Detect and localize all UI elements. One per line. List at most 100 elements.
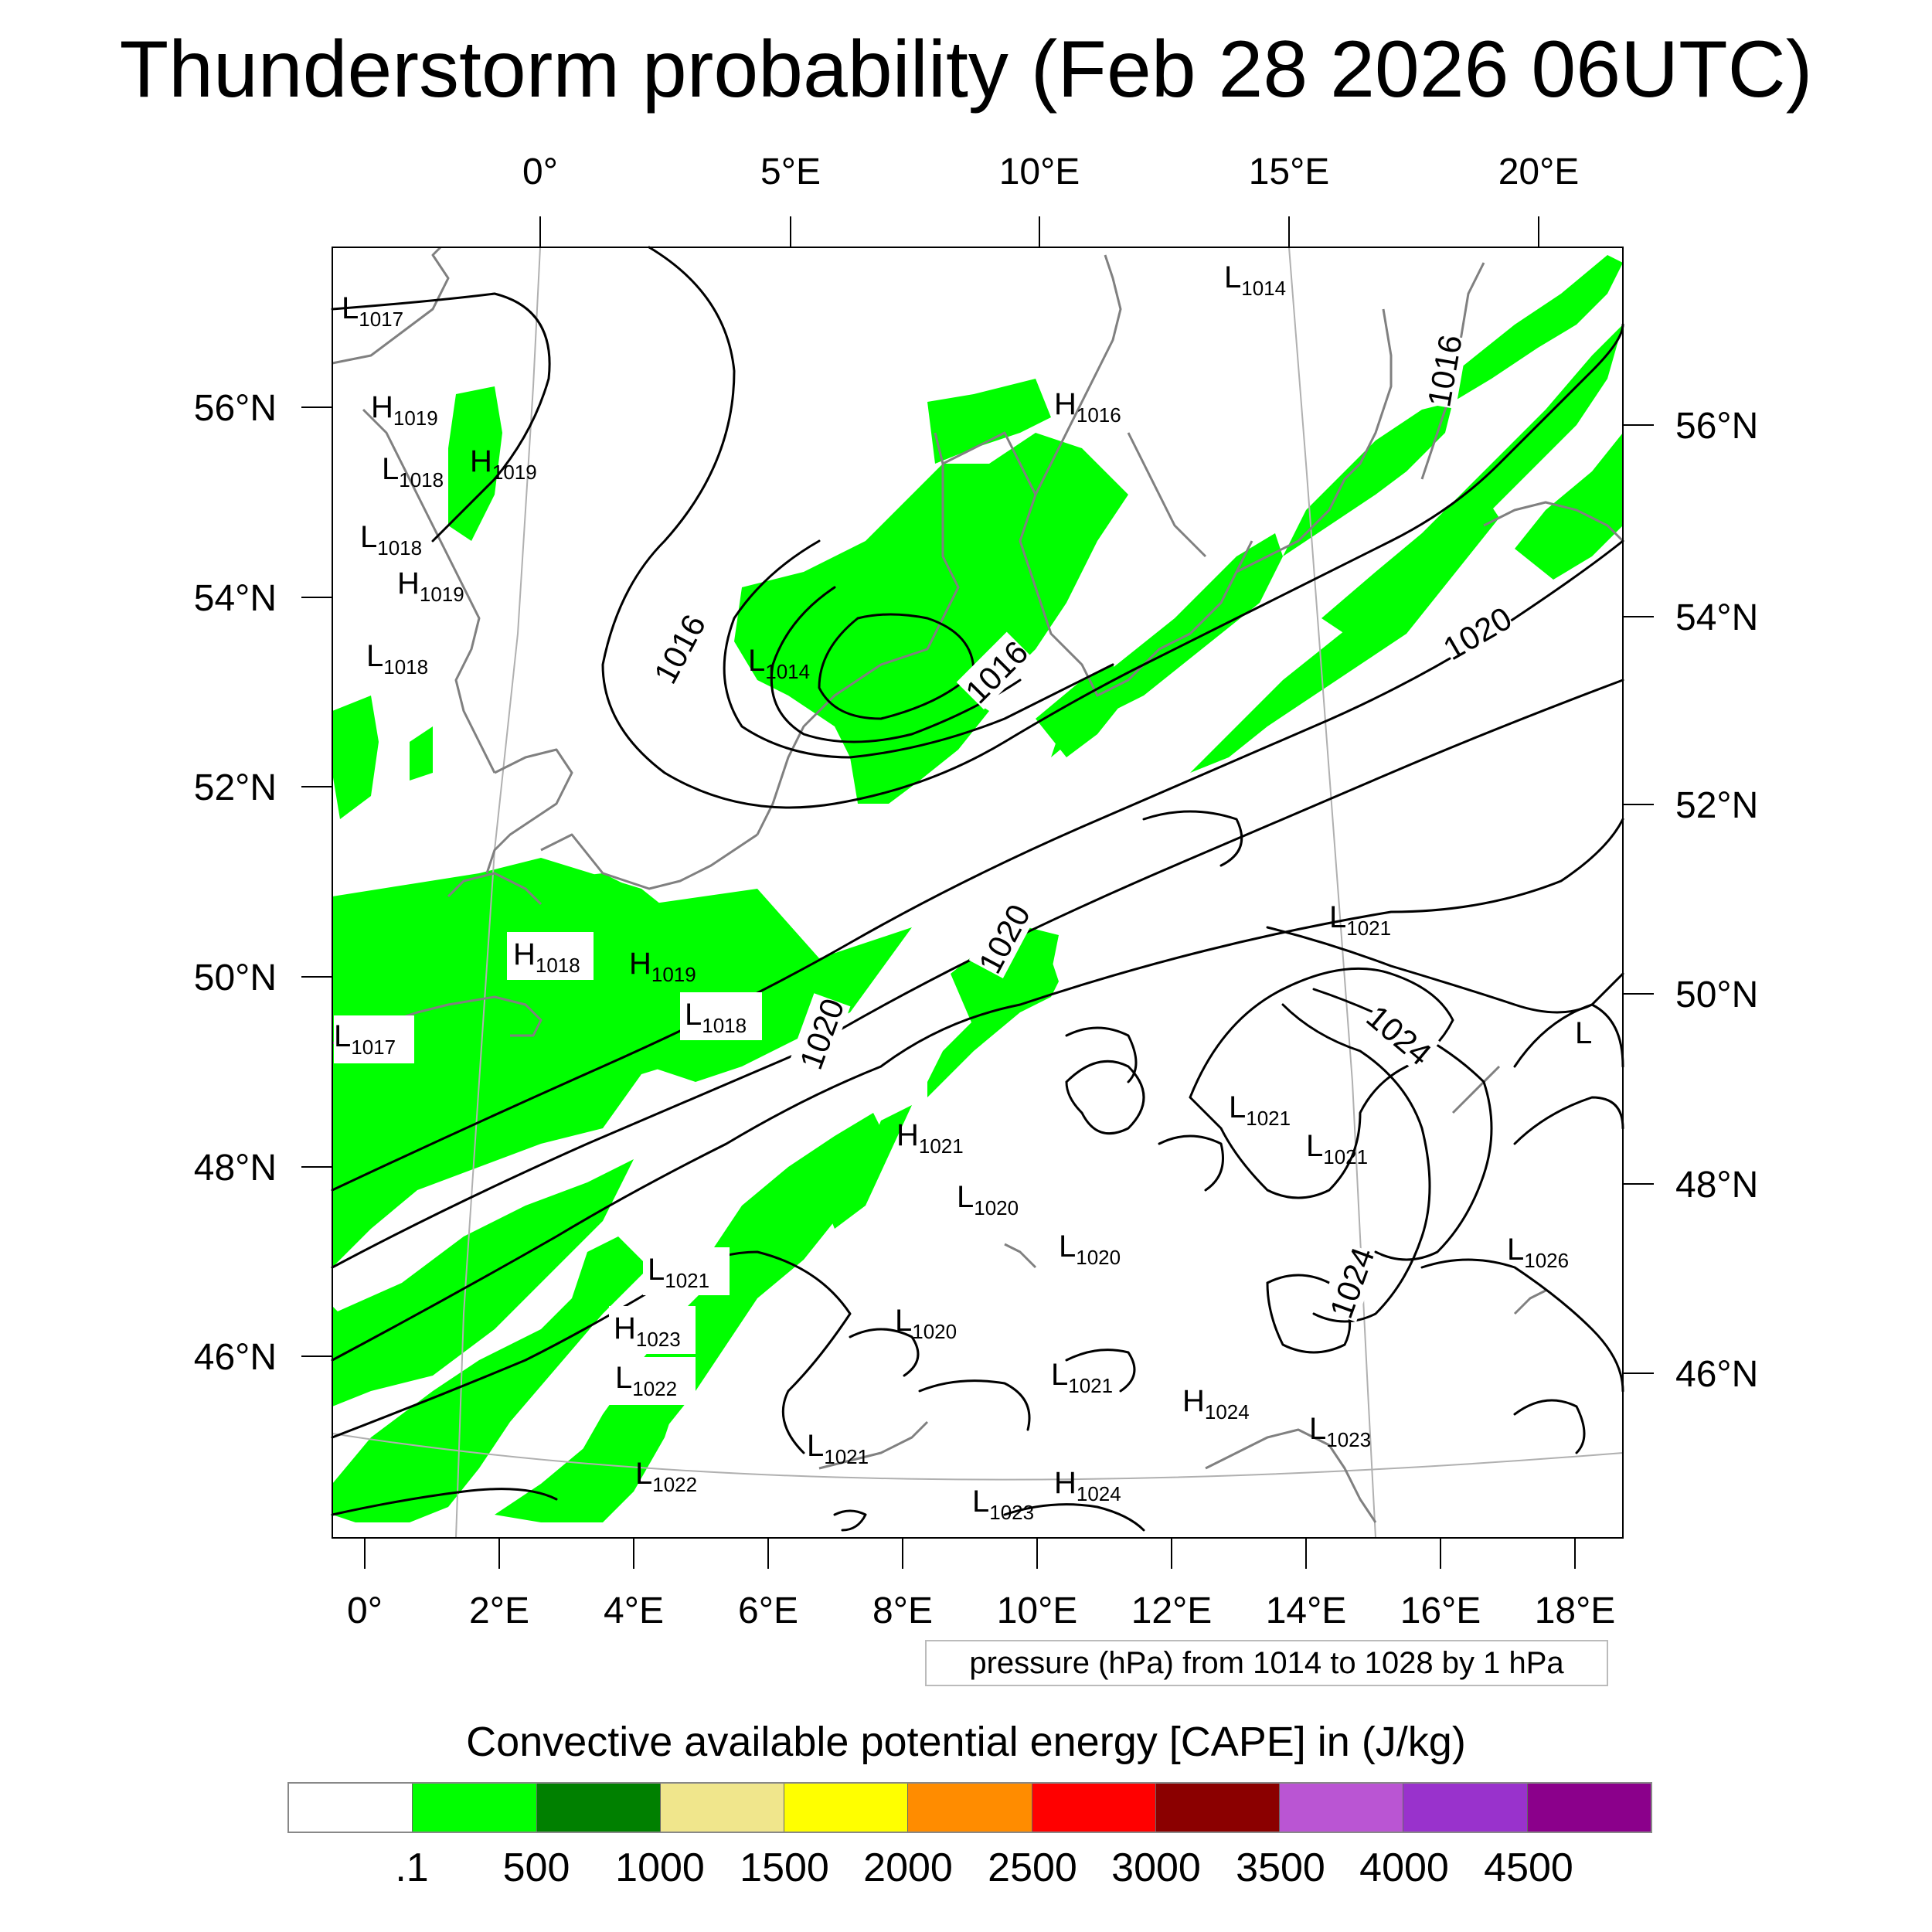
coastline [1034, 254, 1122, 495]
coastline [1236, 308, 1393, 573]
colorbar-box [1527, 1784, 1651, 1832]
contour-label: 1024 [1359, 995, 1440, 1073]
top-lon-label: 20°E [1498, 151, 1580, 192]
contour-label: 1016 [1417, 332, 1469, 410]
isobar [770, 586, 1022, 743]
pressure-center-label: L1021 [1229, 1090, 1291, 1130]
isobar [331, 818, 1624, 1362]
top-lon-label: 10°E [999, 151, 1080, 192]
isobar [331, 292, 551, 543]
page-title: Thunderstorm probability (Feb 28 2026 06… [119, 25, 1813, 114]
right-lat-label: 52°N [1675, 785, 1758, 826]
pressure-center-label: L1021 [807, 1429, 869, 1468]
graticule-line [332, 1433, 1624, 1481]
left-lat-label: 48°N [194, 1148, 277, 1189]
pressure-centers: L1017 L1014 H1019 H1016 L1018 H1019 L101… [334, 260, 1592, 1524]
colorbar-box [1032, 1784, 1156, 1832]
coastline [1004, 1243, 1037, 1269]
cape-region [332, 1159, 634, 1406]
colorbar-label: 4000 [1359, 1845, 1449, 1890]
isobar [1065, 1060, 1145, 1135]
cape-region [1437, 255, 1623, 402]
coastline [485, 748, 573, 874]
right-tick-marks [1623, 424, 1654, 1374]
colorbar-label: 1000 [615, 1845, 705, 1890]
pressure-center-label: L1020 [1059, 1230, 1121, 1269]
coastline [1205, 1428, 1377, 1523]
colorbar-label: 4500 [1484, 1845, 1573, 1890]
bottom-lon-label: 16°E [1400, 1590, 1481, 1631]
colorbar-box [660, 1784, 785, 1832]
isobar [331, 1488, 558, 1516]
coastline [332, 246, 450, 365]
bottom-lon-label: 18°E [1535, 1590, 1616, 1631]
isobar [601, 246, 1624, 809]
isobar [1513, 1399, 1586, 1454]
right-lat-label: 48°N [1675, 1165, 1758, 1206]
cape-region [332, 1236, 649, 1522]
coastline [1483, 501, 1624, 543]
cape-region [1321, 325, 1623, 634]
top-lon-label: 15°E [1249, 151, 1330, 192]
cape-region [850, 696, 989, 804]
cape-region [696, 1113, 889, 1283]
pressure-center-label: L1020 [957, 1180, 1019, 1219]
pressure-center-boxed: L1022 [609, 1357, 696, 1405]
pressure-center-label: H1018 [513, 937, 580, 977]
bottom-lon-label: 4°E [604, 1590, 664, 1631]
pressure-info-box: pressure (hPa) from 1014 to 1028 by 1 hP… [925, 1640, 1608, 1686]
colorbar-box [413, 1784, 537, 1832]
colorbar-box [1403, 1784, 1528, 1832]
right-lat-label: 46°N [1675, 1354, 1758, 1395]
isobar [849, 1328, 920, 1377]
coastline [942, 431, 1253, 697]
isobar [1420, 1258, 1624, 1393]
right-lat-label: 50°N [1675, 975, 1758, 1015]
pressure-center-label: L1026 [1507, 1233, 1569, 1272]
graticule-line [1288, 247, 1376, 1539]
cape-region [927, 379, 1051, 464]
contour-label: 1020 [1436, 597, 1518, 667]
isobar [1513, 1096, 1624, 1145]
pressure-center-label: L1023 [972, 1485, 1034, 1524]
bottom-tick-marks [364, 1538, 1576, 1569]
pressure-center-boxed: H1023 [609, 1306, 696, 1354]
bottom-lon-label: 12°E [1131, 1590, 1213, 1631]
top-lon-label: 0° [522, 151, 558, 192]
left-lat-label: 46°N [194, 1337, 277, 1378]
isobar [723, 539, 1114, 759]
colorbar-box [908, 1784, 1032, 1832]
cape-region [410, 726, 433, 781]
pressure-center-label: L1018 [366, 639, 428, 679]
bottom-lon-labels: 0° 2°E 4°E 6°E 8°E 10°E 12°E 14°E 16°E 1… [347, 1590, 1615, 1631]
isobar [1142, 810, 1243, 867]
cape-region [332, 1306, 371, 1360]
map-frame [332, 247, 1624, 1539]
pressure-center-boxed: H1018 [507, 932, 594, 980]
cape-region [734, 433, 1128, 773]
pressure-center-label: L1021 [648, 1253, 709, 1292]
colorbar-labels: .1 500 1000 1500 2000 2500 3000 3500 400… [0, 1843, 1932, 1897]
coastline [1127, 432, 1207, 558]
colorbar-label: 2000 [863, 1845, 953, 1890]
colorbar-label: 1500 [740, 1845, 829, 1890]
colorbar-label: .1 [395, 1845, 429, 1890]
colorbar [287, 1782, 1652, 1833]
isobar [1065, 1026, 1138, 1083]
left-lat-label: 54°N [194, 578, 277, 619]
isobar [1266, 1274, 1352, 1354]
pressure-center-label: L1021 [1306, 1129, 1368, 1168]
pressure-center-label: L1023 [1309, 1412, 1371, 1451]
colorbar-label: 500 [502, 1845, 570, 1890]
svg-text:1016: 1016 [1420, 332, 1469, 410]
pressure-center-label: L1014 [748, 644, 810, 683]
coastline [447, 872, 543, 906]
isobar [833, 1509, 867, 1532]
coastline [1451, 1065, 1501, 1114]
isobar [918, 1379, 1031, 1431]
bottom-lon-label: 10°E [997, 1590, 1078, 1631]
isobar [1003, 1503, 1145, 1532]
isobar [818, 613, 975, 720]
pressure-center-boxed: L1018 [680, 992, 762, 1040]
